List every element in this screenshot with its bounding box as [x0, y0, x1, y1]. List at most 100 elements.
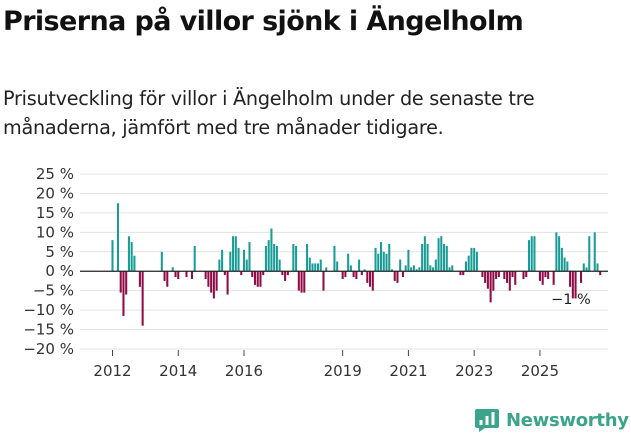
bar [481, 271, 484, 278]
bar [275, 245, 278, 272]
bar [248, 242, 251, 272]
bar [221, 249, 224, 272]
bar [325, 267, 328, 272]
bar [316, 263, 320, 272]
bar [588, 236, 591, 272]
bar [278, 259, 281, 272]
bar [281, 271, 284, 276]
bar [363, 269, 366, 272]
bar [434, 259, 437, 272]
bar [303, 271, 306, 293]
bar [385, 253, 388, 272]
bar [207, 271, 210, 287]
bar [122, 271, 125, 316]
bar [171, 267, 174, 272]
bar [300, 271, 303, 293]
x-tick-label: 2019 [324, 362, 362, 380]
newsworthy-logo-icon [475, 409, 499, 432]
bar [390, 269, 394, 272]
bar [193, 245, 196, 272]
bar [226, 271, 229, 295]
bar [245, 259, 248, 272]
bar [443, 244, 446, 272]
bar [574, 271, 577, 299]
bar [467, 255, 470, 272]
bar [319, 259, 322, 272]
bar [163, 271, 166, 281]
bar [133, 255, 136, 272]
bar [190, 271, 193, 279]
bar [421, 244, 424, 272]
y-axis-labels: −20 %−15 % −10 %−5 % 0 %5 % 10 %15 % 20 %25 … [23, 165, 74, 358]
bar [484, 271, 487, 283]
bar [366, 271, 369, 283]
y-tick-label: 20 % [36, 184, 74, 202]
bar [399, 259, 402, 272]
bar [596, 263, 599, 272]
bar [580, 271, 583, 283]
bar [284, 271, 287, 281]
bar [530, 236, 533, 272]
y-tick-label: −15 % [23, 321, 74, 339]
bar [506, 271, 509, 283]
bar [527, 240, 531, 272]
bar [349, 265, 352, 272]
y-tick-label: 15 % [36, 204, 74, 222]
bar [243, 249, 246, 272]
bar [355, 271, 358, 279]
bar [401, 271, 404, 278]
y-tick-label: 25 % [36, 165, 74, 183]
bar [388, 244, 391, 272]
bar [292, 244, 295, 272]
bar [410, 267, 413, 272]
bar [473, 247, 476, 272]
bar [341, 271, 344, 279]
bars [111, 203, 602, 326]
bar [347, 253, 350, 272]
bar [566, 261, 569, 272]
bar [215, 271, 218, 291]
bar [234, 236, 237, 272]
x-tick-label: 2014 [159, 362, 197, 380]
bar [286, 271, 289, 276]
bar [552, 271, 555, 285]
bar [314, 263, 317, 272]
bar [344, 271, 347, 278]
bar [541, 271, 544, 285]
bar [160, 251, 163, 272]
bar [270, 228, 273, 272]
bar [571, 271, 574, 299]
bar [495, 271, 498, 279]
bar [273, 244, 276, 272]
bar [295, 245, 298, 272]
bar [404, 265, 407, 272]
bar [448, 267, 451, 272]
bar [470, 247, 473, 272]
bar [377, 253, 380, 272]
bar [264, 245, 267, 272]
y-tick-label: −20 % [23, 340, 74, 358]
bar [423, 236, 426, 272]
bar [429, 265, 432, 272]
bar [210, 271, 213, 293]
y-tick-label: −5 % [33, 282, 74, 300]
bar [426, 244, 429, 272]
bar [582, 263, 585, 272]
brand-name: Newsworthy [506, 409, 629, 431]
bar [322, 271, 325, 291]
bar [560, 247, 563, 272]
bar [253, 271, 257, 285]
bar [599, 271, 602, 276]
bar [533, 236, 536, 272]
bar [544, 271, 547, 278]
bar [489, 271, 492, 303]
bar [464, 261, 467, 272]
bar [511, 271, 514, 278]
bar [204, 271, 207, 279]
bar [374, 247, 377, 272]
bar [412, 265, 415, 272]
bar [563, 257, 566, 272]
bar [508, 271, 511, 291]
annotation: −1 % [551, 292, 591, 308]
bar [445, 245, 448, 272]
